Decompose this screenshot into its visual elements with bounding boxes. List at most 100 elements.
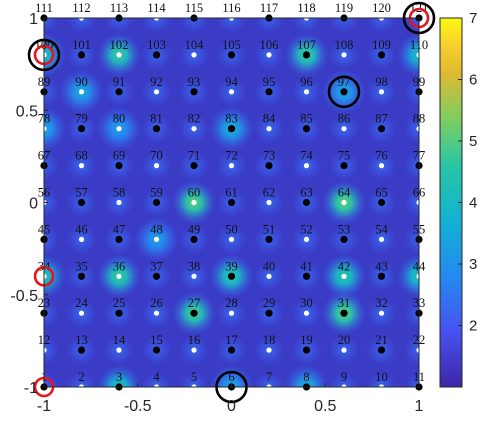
heatmap-halo — [44, 372, 59, 387]
node-label: 62 — [263, 186, 276, 200]
black-node-point — [115, 162, 123, 170]
black-node-point — [302, 346, 311, 354]
node-label: 51 — [263, 222, 276, 236]
heatmap-halo — [44, 298, 59, 329]
node-label: 111 — [35, 1, 53, 15]
colorbar: 2 3 4 5 6 7 — [439, 10, 477, 388]
white-node-point — [153, 163, 160, 169]
heatmap-halo — [104, 18, 134, 33]
node-label: 76 — [375, 149, 388, 163]
black-node-point — [377, 272, 386, 280]
white-node-point — [378, 163, 385, 169]
white-node-point — [191, 347, 197, 353]
node-label: 35 — [75, 259, 88, 273]
colorbar-tick-label: 5 — [469, 133, 477, 150]
node-label: 104 — [185, 38, 205, 52]
white-node-point — [78, 163, 85, 169]
black-node-point — [265, 88, 273, 96]
black-node-point — [302, 198, 311, 207]
white-node-point — [191, 126, 197, 132]
y-tick-label: 1 — [29, 11, 38, 28]
node-label: 94 — [225, 75, 238, 89]
node-label: 117 — [260, 1, 278, 15]
heatmap-halo — [66, 18, 97, 33]
y-tick-label: -0.5 — [10, 288, 38, 305]
black-node-point — [190, 162, 198, 170]
black-node-point — [77, 51, 86, 59]
black-node-point — [302, 51, 311, 59]
node-label: 29 — [263, 296, 276, 310]
node-label: 48 — [150, 222, 163, 236]
node-label: 116 — [222, 1, 240, 15]
black-node-point — [227, 198, 236, 207]
white-node-point — [116, 52, 122, 58]
x-tick-label: -1 — [37, 398, 51, 415]
heatmap-halo — [254, 372, 284, 387]
black-node-point — [190, 88, 198, 96]
black-node-point — [340, 88, 348, 96]
black-node-point — [265, 235, 273, 243]
white-node-point — [153, 89, 160, 95]
heatmap-hotspot — [97, 365, 141, 387]
white-node-point — [341, 347, 347, 353]
node-label: 75 — [338, 149, 351, 163]
white-node-point — [303, 163, 310, 169]
node-label: 85 — [300, 112, 313, 126]
black-node-point — [265, 162, 273, 170]
node-label: 92 — [150, 75, 163, 89]
node-label: 52 — [300, 222, 313, 236]
heatmap-halo — [404, 372, 419, 387]
node-label: 119 — [335, 1, 353, 15]
node-label: 87 — [375, 112, 388, 126]
heatmap-halo — [404, 187, 419, 218]
heatmap-halo — [44, 76, 59, 107]
node-label: 53 — [338, 222, 351, 236]
white-node-point — [303, 236, 310, 242]
colorbar-tick-label: 2 — [469, 318, 477, 335]
white-node-point — [228, 236, 235, 242]
node-label: 49 — [188, 222, 201, 236]
heatmap-halo — [366, 18, 397, 33]
node-label: 58 — [113, 186, 126, 200]
black-node-point — [152, 272, 161, 280]
node-label: 101 — [72, 38, 91, 52]
x-tick-label: 1 — [415, 398, 424, 415]
white-node-point — [78, 310, 85, 316]
white-node-point — [266, 126, 272, 132]
black-node-point — [377, 198, 386, 207]
node-label: 3 — [116, 370, 122, 384]
black-node-point — [302, 272, 311, 280]
heatmap-halo — [216, 18, 247, 33]
node-label: 41 — [300, 259, 313, 273]
heatmap-hotspot — [284, 365, 329, 387]
heatmap-hotspot — [44, 32, 66, 77]
node-label: 64 — [338, 186, 351, 200]
node-label: 91 — [113, 75, 126, 89]
x-tick-label: -0.5 — [124, 398, 152, 415]
colorbar-tick-label: 7 — [469, 10, 477, 27]
black-node-point — [227, 51, 236, 59]
node-label: 68 — [75, 149, 88, 163]
node-label: 61 — [225, 186, 238, 200]
x-tick-label: 0 — [227, 398, 236, 415]
white-node-point — [378, 236, 385, 242]
node-label: 82 — [188, 112, 201, 126]
node-label: 84 — [263, 112, 276, 126]
x-tick-label: 0.5 — [314, 398, 336, 415]
node-label: 79 — [75, 112, 88, 126]
y-tick-label: -1 — [24, 380, 38, 397]
node-label: 30 — [300, 296, 313, 310]
heatmap-halo — [254, 18, 284, 33]
heatmap-halo — [404, 150, 419, 181]
black-node-point — [227, 272, 236, 280]
black-node-point — [302, 125, 311, 133]
black-node-point — [340, 162, 348, 170]
white-node-point — [78, 236, 85, 242]
heatmap-halo — [141, 372, 172, 387]
node-label: 59 — [150, 186, 163, 200]
node-label: 73 — [263, 149, 276, 163]
black-circle-marker — [327, 75, 361, 109]
node-label: 106 — [260, 38, 279, 52]
white-node-point — [266, 273, 272, 279]
